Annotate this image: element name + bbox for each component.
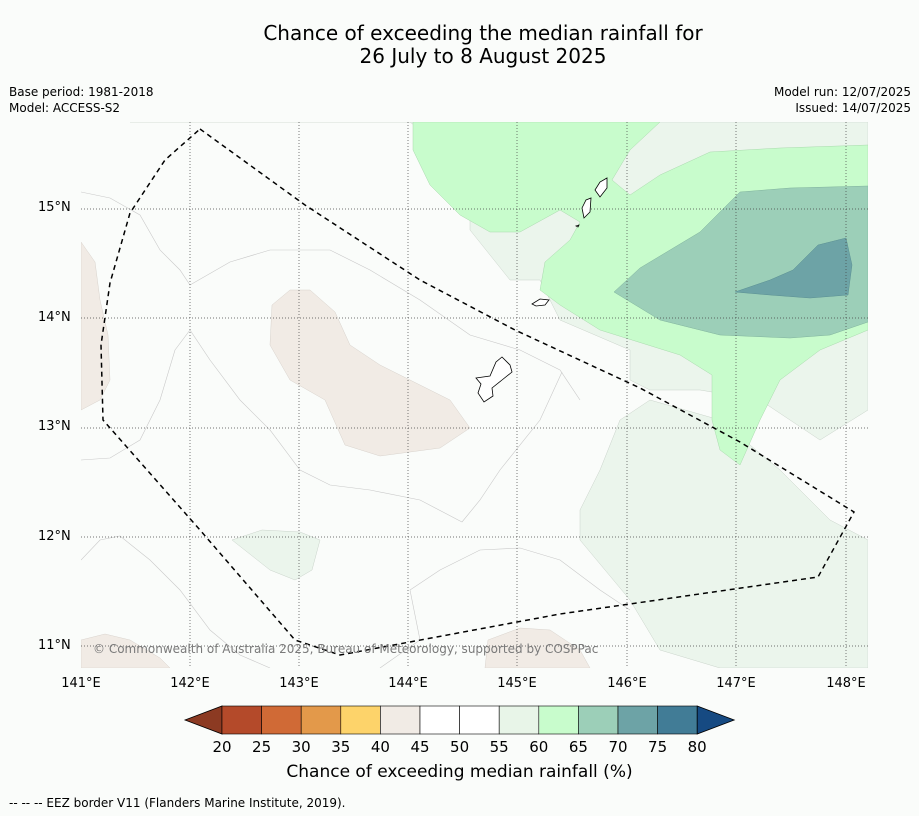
colorbar-tick-label: 40 bbox=[370, 738, 390, 756]
colorbar-tick-label: 80 bbox=[687, 738, 707, 756]
colorbar-segment bbox=[340, 705, 381, 735]
contour-65-70 bbox=[613, 185, 868, 339]
lon-label-146: 146°E bbox=[607, 676, 647, 691]
lon-label-147: 147°E bbox=[716, 676, 756, 691]
eez-footnote: -- -- -- EEZ border V11 (Flanders Marine… bbox=[9, 796, 346, 810]
meta-right: Model run: 12/07/2025 Issued: 14/07/2025 bbox=[774, 84, 911, 116]
colorbar-segment bbox=[617, 705, 658, 735]
copyright-notice: © Commonwealth of Australia 2025, Bureau… bbox=[93, 642, 599, 656]
colorbar-label: Chance of exceeding median rainfall (%) bbox=[286, 762, 633, 782]
lon-label-143: 143°E bbox=[279, 676, 319, 691]
colorbar-tick-label: 25 bbox=[252, 738, 272, 756]
base-period: Base period: 1981-2018 bbox=[9, 85, 154, 99]
issued-date: Issued: 14/07/2025 bbox=[795, 101, 911, 115]
model-run: Model run: 12/07/2025 bbox=[773, 85, 911, 99]
lat-label-14: 14°N bbox=[38, 310, 71, 325]
colorbar-segment bbox=[221, 705, 262, 735]
colorbar-tick-label: 60 bbox=[529, 738, 549, 756]
rota-island bbox=[531, 298, 550, 307]
colorbar-segment bbox=[498, 705, 540, 735]
colorbar-segment bbox=[380, 705, 421, 735]
lon-label-145: 145°E bbox=[497, 676, 537, 691]
colorbar-segment bbox=[300, 705, 342, 735]
aguijan-island bbox=[574, 224, 580, 228]
contour-70-75 bbox=[734, 237, 853, 299]
lat-label-13: 13°N bbox=[38, 419, 71, 434]
lon-label-141: 141°E bbox=[61, 676, 101, 691]
title-line-2: 26 July to 8 August 2025 bbox=[359, 44, 607, 68]
lat-label-12: 12°N bbox=[38, 529, 71, 544]
colorbar-segment bbox=[657, 705, 698, 735]
lon-label-142: 142°E bbox=[170, 676, 210, 691]
contour-40-45-central bbox=[269, 289, 471, 457]
colorbar-tick-label: 65 bbox=[568, 738, 588, 756]
colorbar-segment bbox=[419, 705, 460, 735]
saipan-island bbox=[594, 177, 608, 198]
colorbar-tick-label: 55 bbox=[489, 738, 509, 756]
colorbar-segment bbox=[459, 705, 500, 735]
lon-label-144: 144°E bbox=[388, 676, 428, 691]
lat-label-15: 15°N bbox=[38, 200, 71, 215]
contour-55-60-west bbox=[231, 529, 321, 581]
map-gridlines bbox=[81, 122, 868, 668]
contour-lines bbox=[81, 191, 631, 668]
contour-40-45-west bbox=[81, 241, 111, 411]
colorbar-tick-label: 30 bbox=[291, 738, 311, 756]
colorbar-tick-label: 50 bbox=[450, 738, 470, 756]
lat-label-11: 11°N bbox=[38, 638, 71, 653]
tinian-island bbox=[581, 197, 592, 219]
model-name: Model: ACCESS-S2 bbox=[9, 101, 121, 115]
lon-label-148: 148°E bbox=[826, 676, 866, 691]
colorbar-tick-label: 45 bbox=[410, 738, 430, 756]
colorbar-segment bbox=[538, 705, 579, 735]
guam-island bbox=[475, 356, 513, 403]
meta-left: Base period: 1981-2018 Model: ACCESS-S2 bbox=[9, 84, 154, 116]
colorbar-extend-low bbox=[183, 705, 223, 735]
contour-40-45-south bbox=[484, 627, 591, 668]
colorbar-tick-label: 70 bbox=[608, 738, 628, 756]
chart-title: Chance of exceeding the median rainfall … bbox=[0, 22, 919, 68]
colorbar-tick-label: 75 bbox=[648, 738, 668, 756]
islands bbox=[475, 177, 608, 403]
colorbar-segment bbox=[261, 705, 302, 735]
eez-border bbox=[100, 128, 856, 656]
colorbar-tick-label: 35 bbox=[331, 738, 351, 756]
colorbar-tick-label: 20 bbox=[212, 738, 232, 756]
title-line-1: Chance of exceeding the median rainfall … bbox=[263, 21, 703, 45]
contour-40-45-southwest bbox=[81, 633, 171, 668]
colorbar-extend-high bbox=[696, 705, 736, 735]
colorbar-segment bbox=[578, 705, 619, 735]
